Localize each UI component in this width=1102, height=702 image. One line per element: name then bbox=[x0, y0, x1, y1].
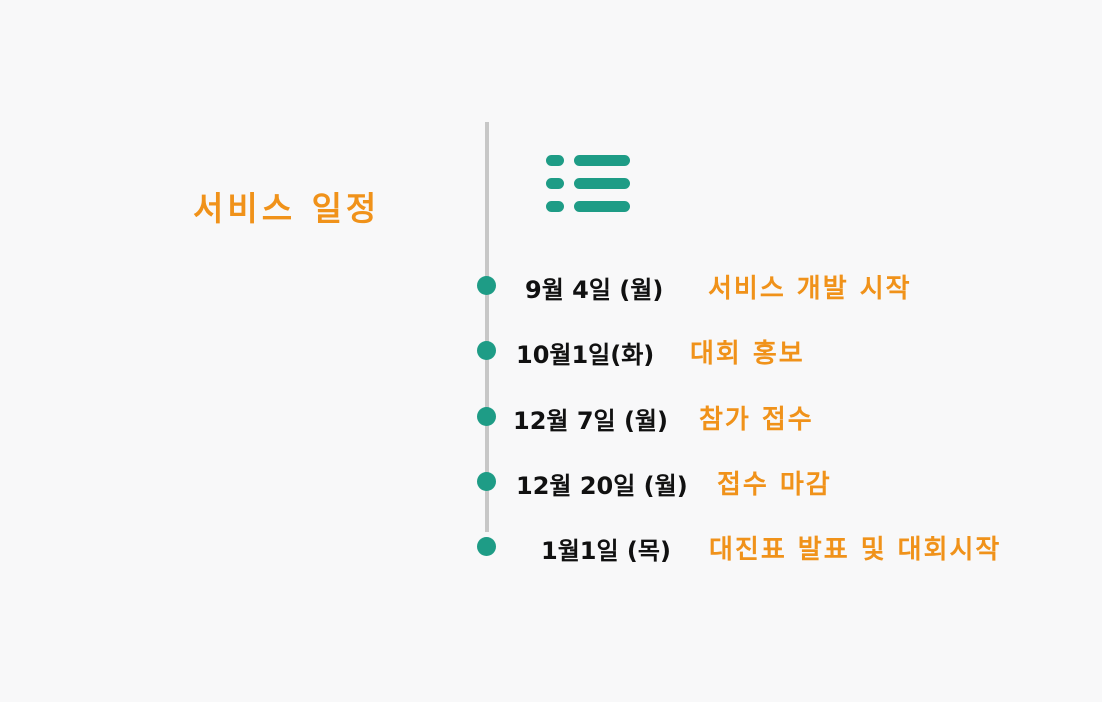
event-description: 대진표 발표 및 대회시작 bbox=[709, 535, 1002, 565]
timeline-dot bbox=[477, 537, 496, 556]
timeline-dot bbox=[477, 407, 496, 426]
event-description: 접수 마감 bbox=[717, 470, 832, 500]
event-date: 10월1일(화) bbox=[516, 341, 655, 369]
event-description: 참가 접수 bbox=[699, 405, 814, 435]
event-date: 9월 4일 (월) bbox=[525, 276, 664, 304]
event-date: 12월 20일 (월) bbox=[516, 472, 688, 500]
timeline-line bbox=[485, 122, 489, 532]
event-date: 1월1일 (목) bbox=[541, 537, 671, 565]
event-date: 12월 7일 (월) bbox=[513, 407, 668, 435]
timeline-dot bbox=[477, 276, 496, 295]
event-description: 서비스 개발 시작 bbox=[708, 274, 912, 304]
timeline-dot bbox=[477, 472, 496, 491]
event-description: 대회 홍보 bbox=[690, 339, 805, 369]
timeline-dot bbox=[477, 341, 496, 360]
list-icon bbox=[546, 155, 630, 212]
section-title: 서비스 일정 bbox=[193, 189, 381, 228]
